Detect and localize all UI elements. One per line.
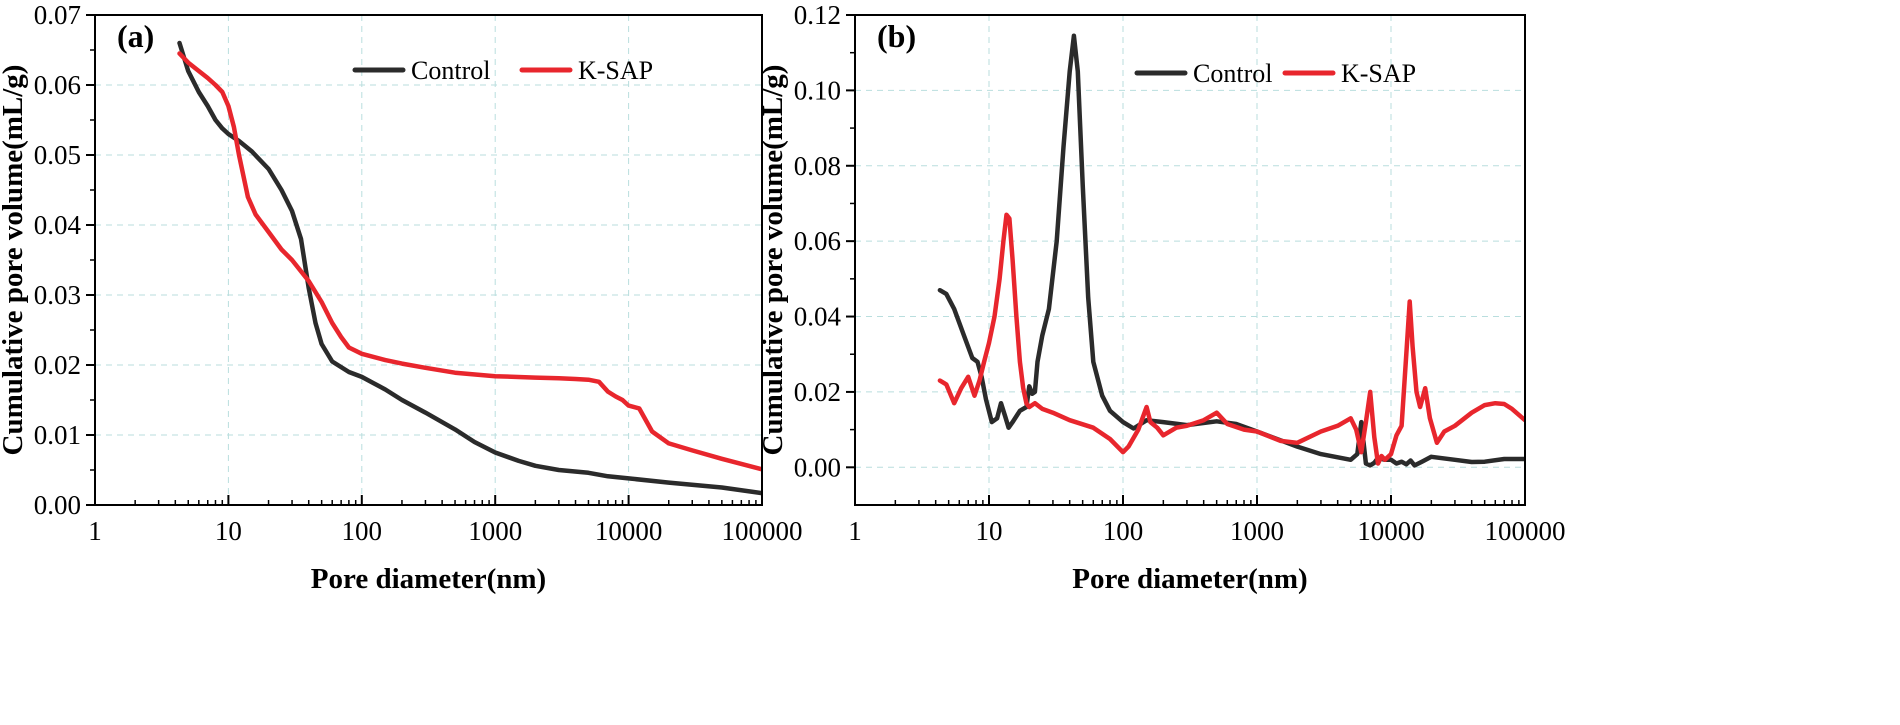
x-tick-label: 10000 [595,516,663,546]
x-tick-label: 1 [88,516,102,546]
y-tick-label: 0.01 [34,420,81,450]
series-line-control [937,33,1525,468]
legend-label-control: Control [1193,59,1272,88]
y-tick-label: 0.05 [34,140,81,170]
y-tick-label: 0.12 [794,0,841,30]
x-tick-label: 100 [1103,516,1144,546]
x-tick-label: 10 [215,516,242,546]
y-tick-label: 0.00 [34,490,81,520]
grid [95,15,762,505]
x-tick-label: 1000 [1230,516,1284,546]
y-tick-label: 0.02 [794,377,841,407]
x-tick-label: 1000 [468,516,522,546]
y-axis-title: Cumulative pore volume(mL/g) [0,65,29,456]
y-tick-label: 0.04 [34,210,82,240]
y-tick-label: 0.04 [794,302,842,332]
x-tick-label: 100000 [722,516,803,546]
y-tick-label: 0.02 [34,350,81,380]
legend-label-control: Control [411,56,490,85]
x-tick-label: 10000 [1357,516,1425,546]
y-tick-label: 0.10 [794,75,841,105]
series-line-k-sap [937,212,1525,466]
grid [855,15,1525,505]
y-tick-label: 0.00 [794,452,841,482]
panel-a: 1 10 100 1000 10000 100000 0.00 0.01 0.02 0.03 0.0… [0,0,803,595]
y-tick-label: 0.03 [34,280,81,310]
series-line-k-sap [177,51,762,472]
y-tick-label: 0.06 [34,70,81,100]
y-tick-label: 0.08 [794,151,841,181]
x-tick-label: 10 [976,516,1003,546]
legend: Control K-SAP [352,56,653,85]
panel-b: 1 10 100 1000 10000 100000 0.00 0.02 0.04 0.06 0.0… [757,0,1566,595]
plot-frame [854,14,1526,506]
x-tick-label: 100000 [1485,516,1566,546]
legend-label-k-sap: K-SAP [1341,59,1416,88]
series-line-control [177,40,762,496]
x-tick-label: 1 [848,516,862,546]
legend: Control K-SAP [1134,59,1416,88]
y-tick-label: 0.07 [34,0,81,30]
legend-label-k-sap: K-SAP [578,56,653,85]
y-axis-title: Cumulative pore volume(mL/g) [757,65,789,456]
x-tick-label: 100 [342,516,383,546]
y-tick-label: 0.06 [794,226,841,256]
panel-label: (a) [117,18,154,54]
panel-label: (b) [877,18,916,54]
x-axis-title: Pore diameter(nm) [311,563,546,595]
x-axis-title: Pore diameter(nm) [1072,563,1307,595]
